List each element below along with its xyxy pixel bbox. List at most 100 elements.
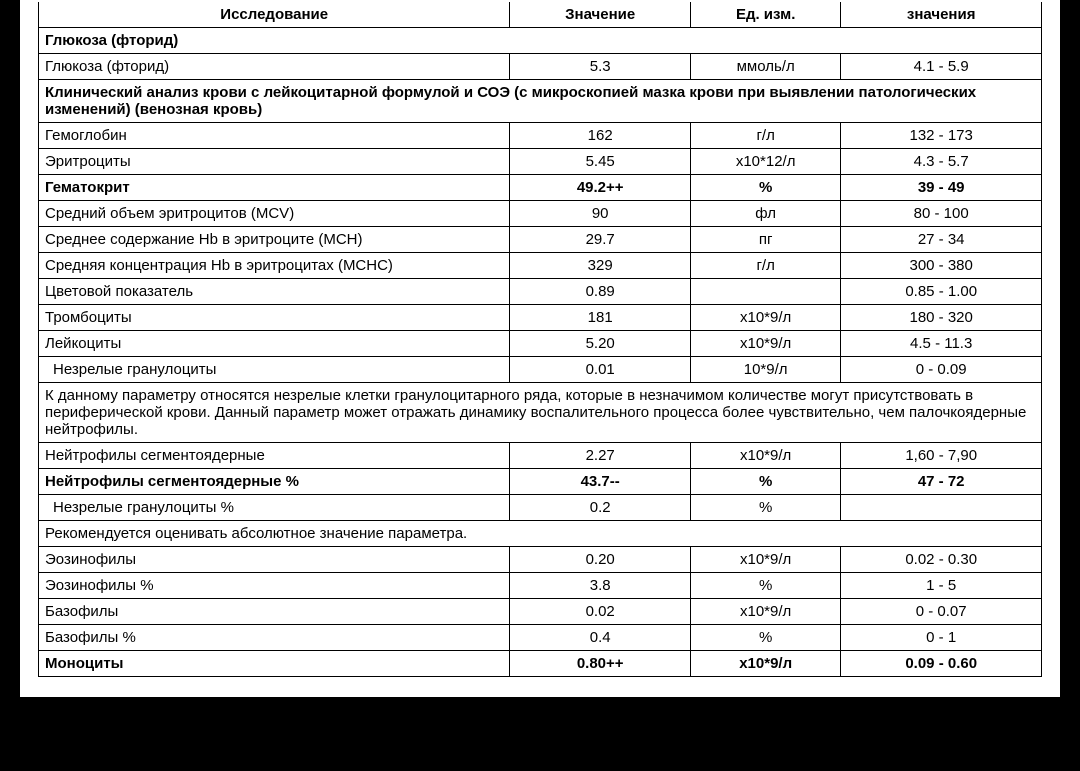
table-row: Глюкоза (фторид) 5.3 ммоль/л 4.1 - 5.9	[39, 54, 1042, 80]
cell-name: Незрелые гранулоциты %	[39, 495, 510, 521]
section-cbc: Клинический анализ крови с лейкоцитарной…	[39, 80, 1042, 123]
cell-norm: 0.02 - 0.30	[841, 547, 1042, 573]
table-row: Эритроциты 5.45 x10*12/л 4.3 - 5.7	[39, 149, 1042, 175]
cell-name: Глюкоза (фторид)	[39, 54, 510, 80]
cell-name: Эозинофилы	[39, 547, 510, 573]
table-header: Исследование Значение Ед. изм. значения	[39, 2, 1042, 28]
cell-value: 43.7--	[510, 469, 691, 495]
cell-value: 162	[510, 123, 691, 149]
cell-norm: 180 - 320	[841, 305, 1042, 331]
cell-unit: x10*9/л	[690, 599, 840, 625]
table-row: Базофилы % 0.4 % 0 - 1	[39, 625, 1042, 651]
cell-name: Среднее содержание Hb в эритроците (MCH)	[39, 227, 510, 253]
header-value: Значение	[510, 2, 691, 28]
table-row: Средний объем эритроцитов (MCV) 90 фл 80…	[39, 201, 1042, 227]
note-row: К данному параметру относятся незрелые к…	[39, 383, 1042, 443]
cell-name: Средний объем эритроцитов (MCV)	[39, 201, 510, 227]
cell-norm: 80 - 100	[841, 201, 1042, 227]
cell-value: 5.45	[510, 149, 691, 175]
cell-value: 0.4	[510, 625, 691, 651]
cell-norm: 1 - 5	[841, 573, 1042, 599]
lab-report-page: Исследование Значение Ед. изм. значения …	[20, 0, 1060, 697]
cell-unit: x10*9/л	[690, 651, 840, 677]
cell-value: 5.20	[510, 331, 691, 357]
table-row: Цветовой показатель 0.89 0.85 - 1.00	[39, 279, 1042, 305]
cell-name: Нейтрофилы сегментоядерные %	[39, 469, 510, 495]
cell-norm: 4.5 - 11.3	[841, 331, 1042, 357]
cell-unit: x10*9/л	[690, 331, 840, 357]
cell-unit: 10*9/л	[690, 357, 840, 383]
cell-unit: %	[690, 469, 840, 495]
cell-value: 29.7	[510, 227, 691, 253]
cell-value: 0.20	[510, 547, 691, 573]
cell-unit	[690, 279, 840, 305]
cell-name: Эритроциты	[39, 149, 510, 175]
cell-norm: 39 - 49	[841, 175, 1042, 201]
cell-name: Тромбоциты	[39, 305, 510, 331]
cell-norm: 47 - 72	[841, 469, 1042, 495]
table-row: Нейтрофилы сегментоядерные % 43.7-- % 47…	[39, 469, 1042, 495]
cell-norm: 0.85 - 1.00	[841, 279, 1042, 305]
cell-unit: %	[690, 175, 840, 201]
table-row: Эозинофилы % 3.8 % 1 - 5	[39, 573, 1042, 599]
cell-norm: 0 - 1	[841, 625, 1042, 651]
cell-norm: 0 - 0.09	[841, 357, 1042, 383]
cell-value: 0.01	[510, 357, 691, 383]
cell-name: Гемоглобин	[39, 123, 510, 149]
table-row: Среднее содержание Hb в эритроците (MCH)…	[39, 227, 1042, 253]
note-text: Рекомендуется оценивать абсолютное значе…	[39, 521, 1042, 547]
cell-name: Эозинофилы %	[39, 573, 510, 599]
header-unit: Ед. изм.	[690, 2, 840, 28]
table-row: Средняя концентрация Hb в эритроцитах (M…	[39, 253, 1042, 279]
cell-unit: ммоль/л	[690, 54, 840, 80]
cell-norm: 4.1 - 5.9	[841, 54, 1042, 80]
cell-value: 181	[510, 305, 691, 331]
note-row: Рекомендуется оценивать абсолютное значе…	[39, 521, 1042, 547]
cell-name: Незрелые гранулоциты	[39, 357, 510, 383]
table-row: Гематокрит 49.2++ % 39 - 49	[39, 175, 1042, 201]
cell-name: Лейкоциты	[39, 331, 510, 357]
section-title: Клинический анализ крови с лейкоцитарной…	[39, 80, 1042, 123]
cell-norm: 27 - 34	[841, 227, 1042, 253]
cell-name: Гематокрит	[39, 175, 510, 201]
cell-norm: 0 - 0.07	[841, 599, 1042, 625]
cell-unit: x10*9/л	[690, 547, 840, 573]
cell-norm: 0.09 - 0.60	[841, 651, 1042, 677]
lab-table: Исследование Значение Ед. изм. значения …	[38, 2, 1042, 677]
table-row: Моноциты 0.80++ x10*9/л 0.09 - 0.60	[39, 651, 1042, 677]
cell-norm: 300 - 380	[841, 253, 1042, 279]
cell-unit: фл	[690, 201, 840, 227]
cell-value: 90	[510, 201, 691, 227]
section-title: Глюкоза (фторид)	[39, 28, 1042, 54]
cell-value: 2.27	[510, 443, 691, 469]
note-text: К данному параметру относятся незрелые к…	[39, 383, 1042, 443]
table-row: Незрелые гранулоциты 0.01 10*9/л 0 - 0.0…	[39, 357, 1042, 383]
cell-norm: 1,60 - 7,90	[841, 443, 1042, 469]
table-row: Лейкоциты 5.20 x10*9/л 4.5 - 11.3	[39, 331, 1042, 357]
cell-unit: г/л	[690, 123, 840, 149]
cell-name: Нейтрофилы сегментоядерные	[39, 443, 510, 469]
cell-unit: г/л	[690, 253, 840, 279]
cell-unit: %	[690, 573, 840, 599]
cell-name: Средняя концентрация Hb в эритроцитах (M…	[39, 253, 510, 279]
cell-norm: 132 - 173	[841, 123, 1042, 149]
cell-unit: x10*9/л	[690, 443, 840, 469]
table-row: Тромбоциты 181 x10*9/л 180 - 320	[39, 305, 1042, 331]
cell-unit: %	[690, 625, 840, 651]
cell-unit: x10*9/л	[690, 305, 840, 331]
header-study: Исследование	[39, 2, 510, 28]
cell-value: 49.2++	[510, 175, 691, 201]
cell-unit: %	[690, 495, 840, 521]
header-norm: значения	[841, 2, 1042, 28]
cell-value: 0.89	[510, 279, 691, 305]
table-row: Гемоглобин 162 г/л 132 - 173	[39, 123, 1042, 149]
cell-norm: 4.3 - 5.7	[841, 149, 1042, 175]
cell-value: 0.2	[510, 495, 691, 521]
cell-name: Моноциты	[39, 651, 510, 677]
cell-name: Базофилы	[39, 599, 510, 625]
cell-name: Цветовой показатель	[39, 279, 510, 305]
cell-value: 0.80++	[510, 651, 691, 677]
cell-unit: x10*12/л	[690, 149, 840, 175]
cell-value: 329	[510, 253, 691, 279]
cell-norm	[841, 495, 1042, 521]
